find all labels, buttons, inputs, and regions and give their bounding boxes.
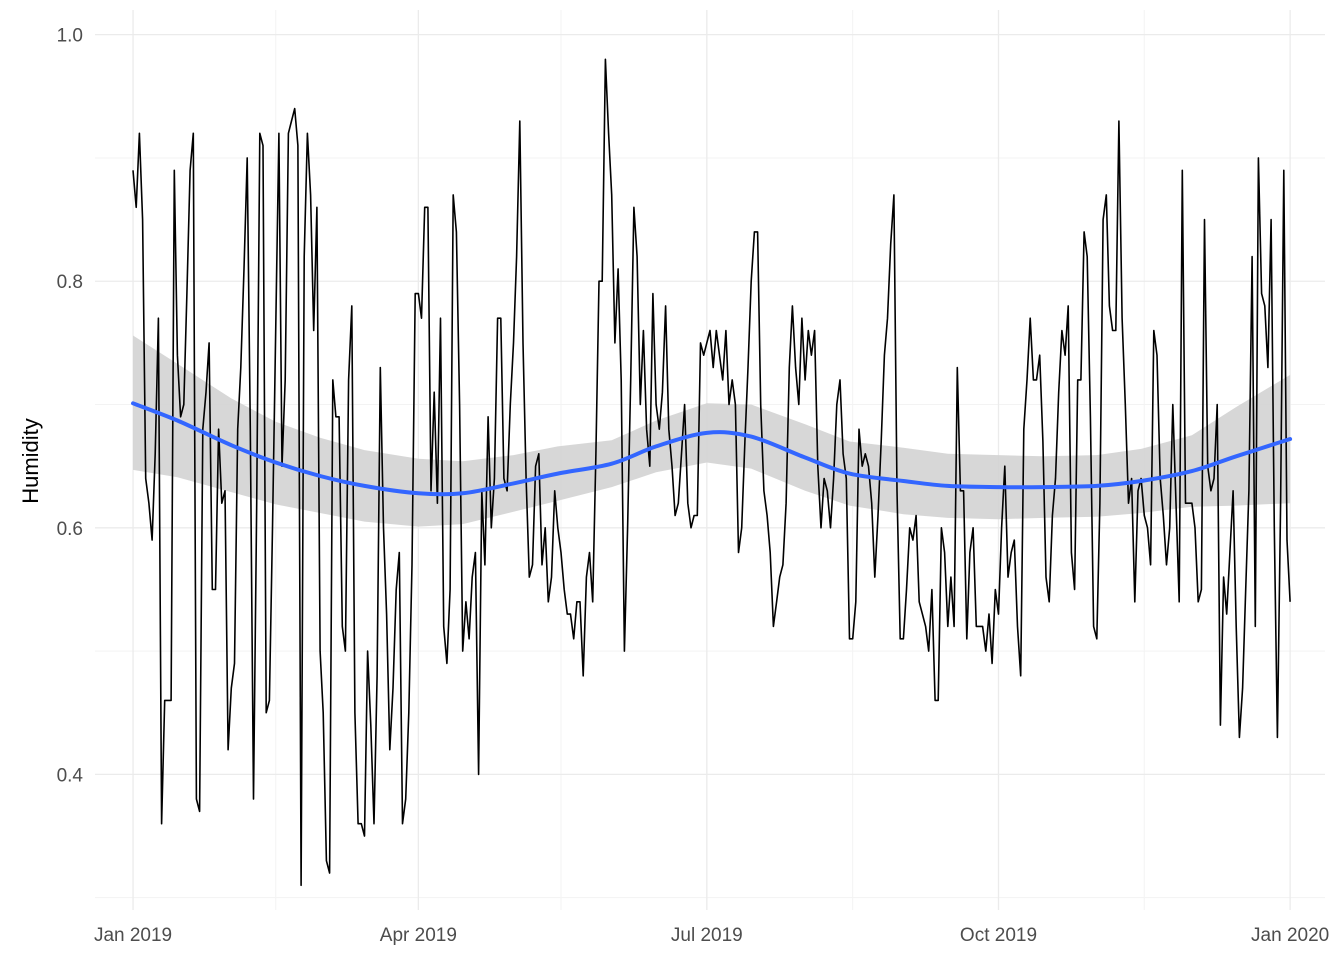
x-tick-label: Oct 2019 [960, 925, 1037, 946]
y-axis-tick-labels: 0.4 0.6 0.8 1.0 [57, 26, 84, 787]
y-tick-label: 0.8 [57, 272, 83, 293]
series-layer [132, 58, 1291, 887]
smooth-trend-line [131, 401, 1293, 497]
y-tick-label: 0.6 [57, 519, 83, 540]
y-axis-title: Humidity [18, 418, 43, 504]
humidity-series-line [132, 58, 1291, 887]
x-axis-tick-labels: Jan 2019 Apr 2019 Jul 2019 Oct 2019 Jan 2020 [94, 925, 1329, 946]
y-tick-label: 1.0 [57, 26, 83, 47]
x-tick-label: Jan 2020 [1251, 925, 1329, 946]
x-tick-label: Jul 2019 [671, 925, 743, 946]
smooth-layer [131, 401, 1293, 497]
x-tick-label: Jan 2019 [94, 925, 172, 946]
x-tick-label: Apr 2019 [380, 925, 457, 946]
y-tick-label: 0.4 [57, 765, 84, 786]
